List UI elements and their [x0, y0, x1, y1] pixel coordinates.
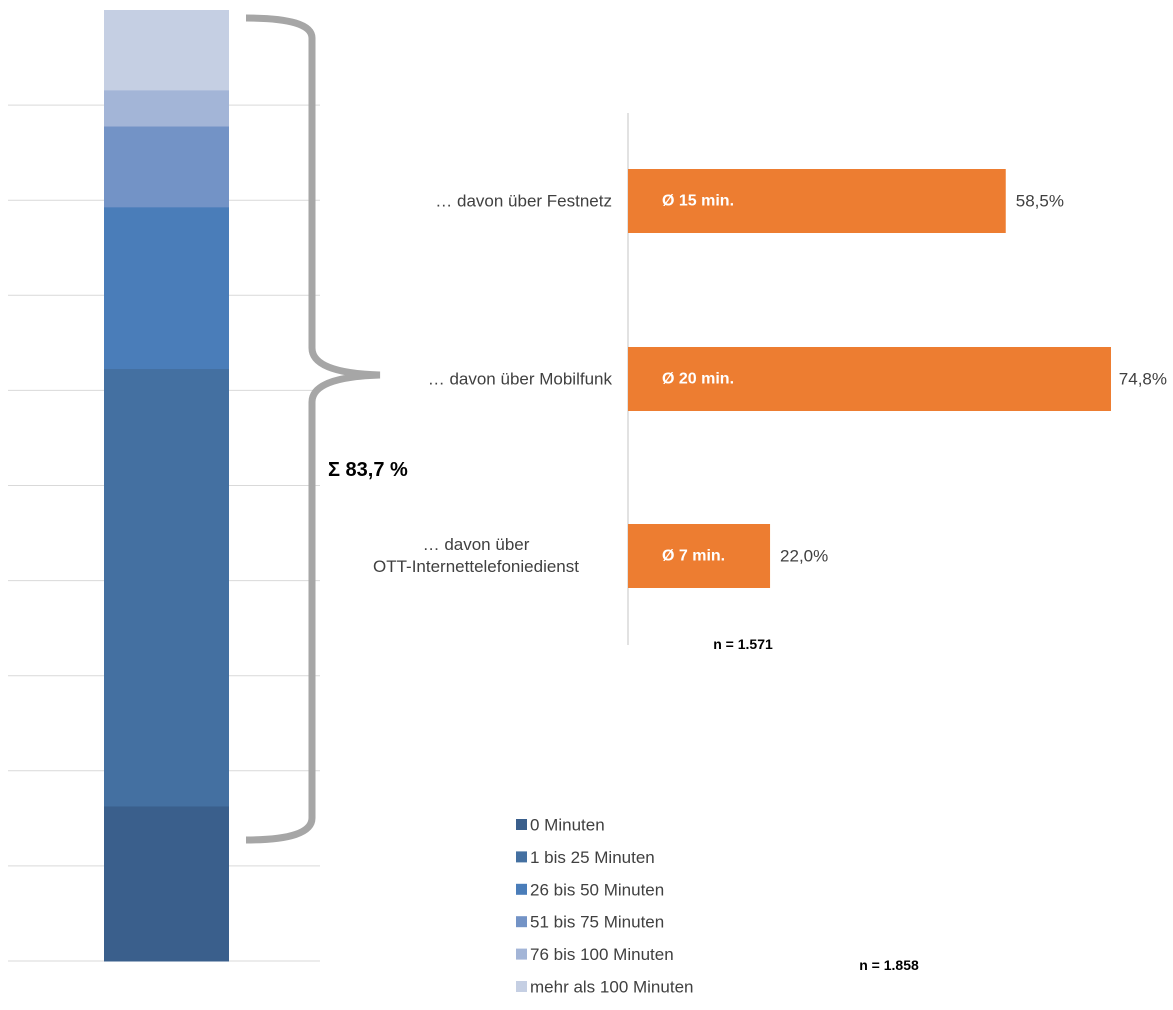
hbar-value-label: 22,0%	[780, 547, 828, 566]
n-label-hbar: n = 1.571	[713, 636, 773, 652]
stack-segment-4	[104, 89, 229, 127]
hbar-value-label: 74,8%	[1119, 370, 1167, 389]
legend-entry: 1 bis 25 Minuten	[530, 848, 655, 867]
hbar-category-label: … davon über Mobilfunk	[428, 370, 613, 389]
stack-segment-2	[104, 206, 229, 370]
stack-segment-1	[104, 368, 229, 807]
hbar-category-label: … davon über OTT-Internettelefoniedienst	[373, 535, 579, 576]
legend-swatch	[516, 819, 527, 830]
hbar-inner-label: Ø 15 min.	[662, 193, 734, 210]
hbar	[628, 169, 1006, 233]
hbar	[628, 524, 771, 588]
hbar	[628, 347, 1111, 411]
legend-swatch	[516, 851, 527, 863]
horizontal-bars: Ø 15 min. 58,5% … davon über Festnetz Ø 20 …	[373, 169, 1167, 588]
legend-swatch	[516, 981, 527, 992]
hbar-inner-label: Ø 7 min.	[662, 548, 725, 565]
stack-segment-5	[104, 10, 229, 91]
legend-entry: mehr als 100 Minuten	[530, 978, 693, 997]
legend: 0 Minuten 1 bis 25 Minuten 26 bis 50 Minut…	[516, 816, 693, 997]
legend-entry: 51 bis 75 Minuten	[530, 913, 664, 932]
legend-swatch	[516, 916, 527, 928]
stack-segment-0	[104, 805, 229, 962]
legend-swatch	[516, 948, 527, 960]
stack-segment-3	[104, 126, 229, 208]
sum-brace	[245, 14, 381, 844]
hbar-category-label: … davon über Festnetz	[435, 192, 612, 211]
stacked-bar	[104, 10, 229, 962]
hbar-inner-label: Ø 20 min.	[662, 371, 734, 388]
legend-entry: 0 Minuten	[530, 816, 605, 835]
hbar-value-label: 58,5%	[1016, 192, 1064, 211]
sum-annotation: Σ 83,7 %	[328, 459, 408, 481]
n-label-stack: n = 1.858	[859, 957, 919, 973]
legend-entry: 76 bis 100 Minuten	[530, 945, 674, 964]
legend-entry: 26 bis 50 Minuten	[530, 880, 664, 899]
legend-swatch	[516, 883, 527, 895]
